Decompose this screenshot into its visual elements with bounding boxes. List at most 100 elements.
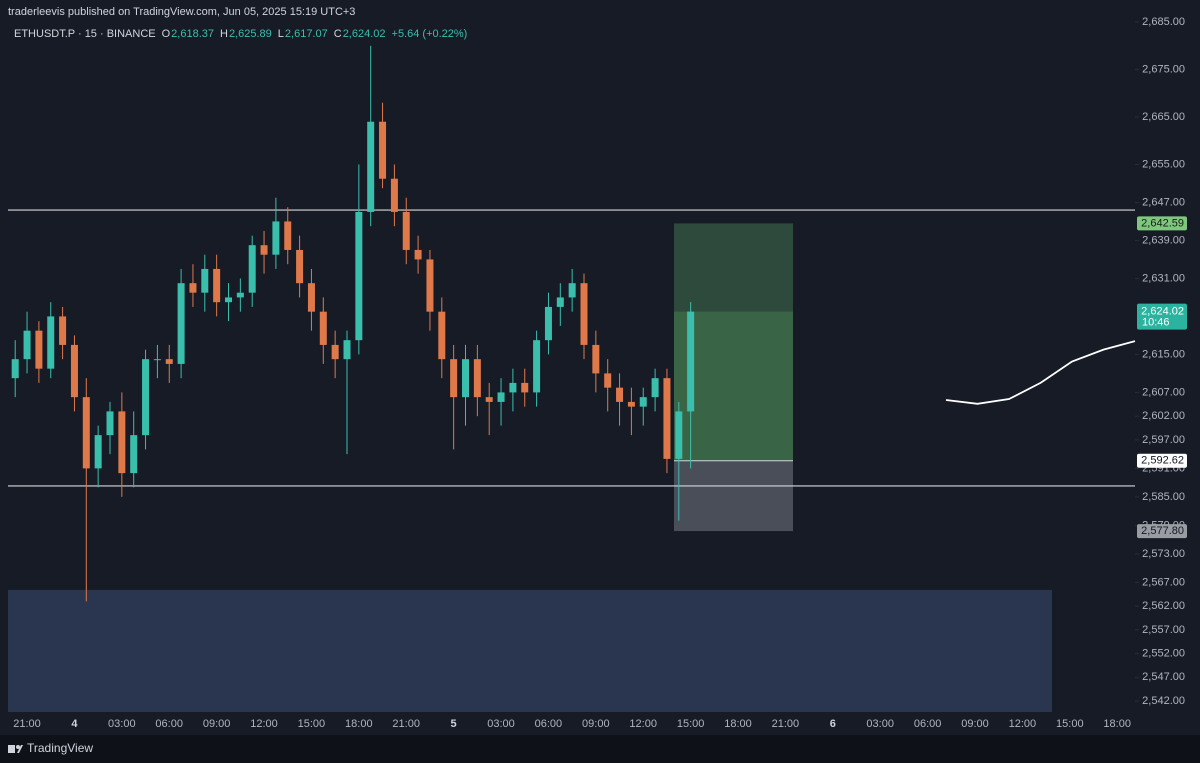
x-tick-label: 09:00 (203, 718, 231, 730)
x-tick-label: 09:00 (582, 718, 610, 730)
footer-bar (0, 735, 1200, 763)
candle-body (213, 268, 221, 303)
candle-body (390, 178, 398, 212)
candle-body (604, 373, 612, 388)
candle-body (331, 344, 339, 360)
stop-badge (1137, 524, 1187, 539)
candle-body (343, 340, 351, 360)
ohlc-value: 2,625.89 (229, 28, 272, 40)
x-tick-label: 06:00 (155, 718, 183, 730)
ohlc-key: C (334, 28, 342, 40)
candle-body (450, 359, 458, 398)
candle-body (23, 330, 31, 360)
y-tick-label: 2,655.00 (1142, 158, 1185, 170)
x-tick-label: 4 (71, 718, 78, 730)
x-tick-label: 15:00 (677, 718, 705, 730)
stop-badge-label: 2,577.80 (1141, 525, 1184, 537)
candle-body (473, 359, 481, 398)
brand: TradingView (27, 741, 93, 755)
candle-body (663, 378, 671, 459)
ohlc-value: 2,624.02 (343, 28, 386, 40)
candle-body (260, 245, 268, 255)
projection-line (945, 340, 1136, 405)
candle-body (47, 316, 55, 369)
publisher: traderleevis published on TradingView.co… (8, 6, 355, 18)
last-price-badge (1137, 303, 1187, 330)
candle-body (651, 378, 659, 398)
candle-body (142, 359, 150, 436)
y-tick-label: 2,607.00 (1142, 386, 1185, 398)
candle-body (592, 344, 600, 374)
candle-body (509, 382, 517, 393)
candle-body (355, 211, 363, 341)
candle-body (272, 221, 280, 255)
x-tick-label: 15:00 (1056, 718, 1084, 730)
candle-body (296, 249, 304, 284)
candle-body (438, 311, 446, 360)
x-tick-label: 21:00 (772, 718, 800, 730)
y-tick-label: 2,675.00 (1142, 63, 1185, 75)
x-tick-label: 12:00 (629, 718, 657, 730)
y-tick-label: 2,647.00 (1142, 196, 1185, 208)
x-tick-label: 09:00 (961, 718, 989, 730)
ohlc-value: 2,618.37 (171, 28, 214, 40)
candle-body (521, 382, 529, 393)
candle-body (248, 245, 256, 293)
candle-body (556, 297, 564, 307)
candle-body (70, 344, 78, 398)
demand-zone (8, 589, 1052, 712)
candle-body (225, 297, 232, 303)
entry-badge-label: 2,592.62 (1141, 455, 1184, 467)
y-tick-label: 2,665.00 (1142, 111, 1185, 123)
candle-body (687, 311, 695, 412)
x-tick-label: 03:00 (108, 718, 136, 730)
ohlc-key: L (278, 28, 284, 40)
candle-body (82, 397, 90, 469)
candle-body (236, 292, 244, 298)
candle-body (580, 283, 588, 345)
candle-body (307, 283, 315, 312)
candle-body (627, 401, 635, 407)
candle-body (414, 249, 422, 260)
last-price-label: 2,624.02 (1141, 305, 1184, 317)
y-tick-label: 2,552.00 (1142, 647, 1185, 659)
y-tick-label: 2,547.00 (1142, 671, 1185, 683)
candle-body (201, 268, 209, 293)
y-tick-label: 2,615.00 (1142, 348, 1185, 360)
y-tick-label: 2,631.00 (1142, 272, 1185, 284)
candle-body (616, 387, 624, 402)
y-tick-label: 2,542.00 (1142, 695, 1185, 707)
x-tick-label: 18:00 (724, 718, 752, 730)
candle-body (189, 283, 197, 293)
change: +5.64 (+0.22%) (392, 28, 468, 40)
candle-body (379, 121, 387, 179)
candle-body (568, 283, 576, 298)
candle-body (544, 306, 552, 341)
x-tick-label: 03:00 (866, 718, 894, 730)
y-tick-label: 2,585.00 (1142, 491, 1185, 503)
candle-body (426, 259, 434, 312)
y-tick-label: 2,567.00 (1142, 576, 1185, 588)
ohlc-key: H (220, 28, 228, 40)
x-tick-label: 12:00 (1009, 718, 1037, 730)
candle-body (533, 340, 541, 393)
y-tick-label: 2,639.00 (1142, 234, 1185, 246)
x-tick-label: 06:00 (914, 718, 942, 730)
target-badge-label: 2,642.59 (1141, 217, 1184, 229)
entry-badge (1137, 453, 1187, 468)
x-tick-label: 5 (451, 718, 457, 730)
x-tick-label: 18:00 (345, 718, 373, 730)
candle-body (639, 397, 647, 407)
candle-body (165, 359, 173, 364)
candle-body (106, 411, 114, 436)
y-tick-label: 2,573.00 (1142, 548, 1185, 560)
candle-body (153, 359, 161, 361)
brand-logo (8, 745, 23, 753)
candle-body (11, 359, 19, 379)
x-tick-label: 03:00 (487, 718, 515, 730)
candle-body (59, 316, 67, 345)
stop-zone (674, 460, 793, 532)
candle-body (35, 330, 43, 369)
y-tick-label: 2,562.00 (1142, 600, 1185, 612)
